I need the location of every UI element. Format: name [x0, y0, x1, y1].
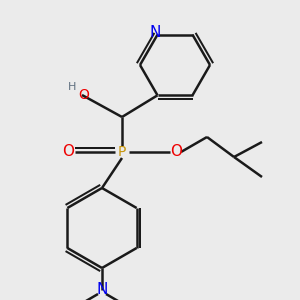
Text: O: O [79, 88, 89, 102]
Text: O: O [170, 145, 182, 160]
Text: H: H [68, 82, 76, 92]
Text: N: N [150, 25, 161, 40]
Text: P: P [118, 145, 126, 159]
Text: O: O [62, 145, 74, 160]
Text: N: N [96, 283, 108, 298]
